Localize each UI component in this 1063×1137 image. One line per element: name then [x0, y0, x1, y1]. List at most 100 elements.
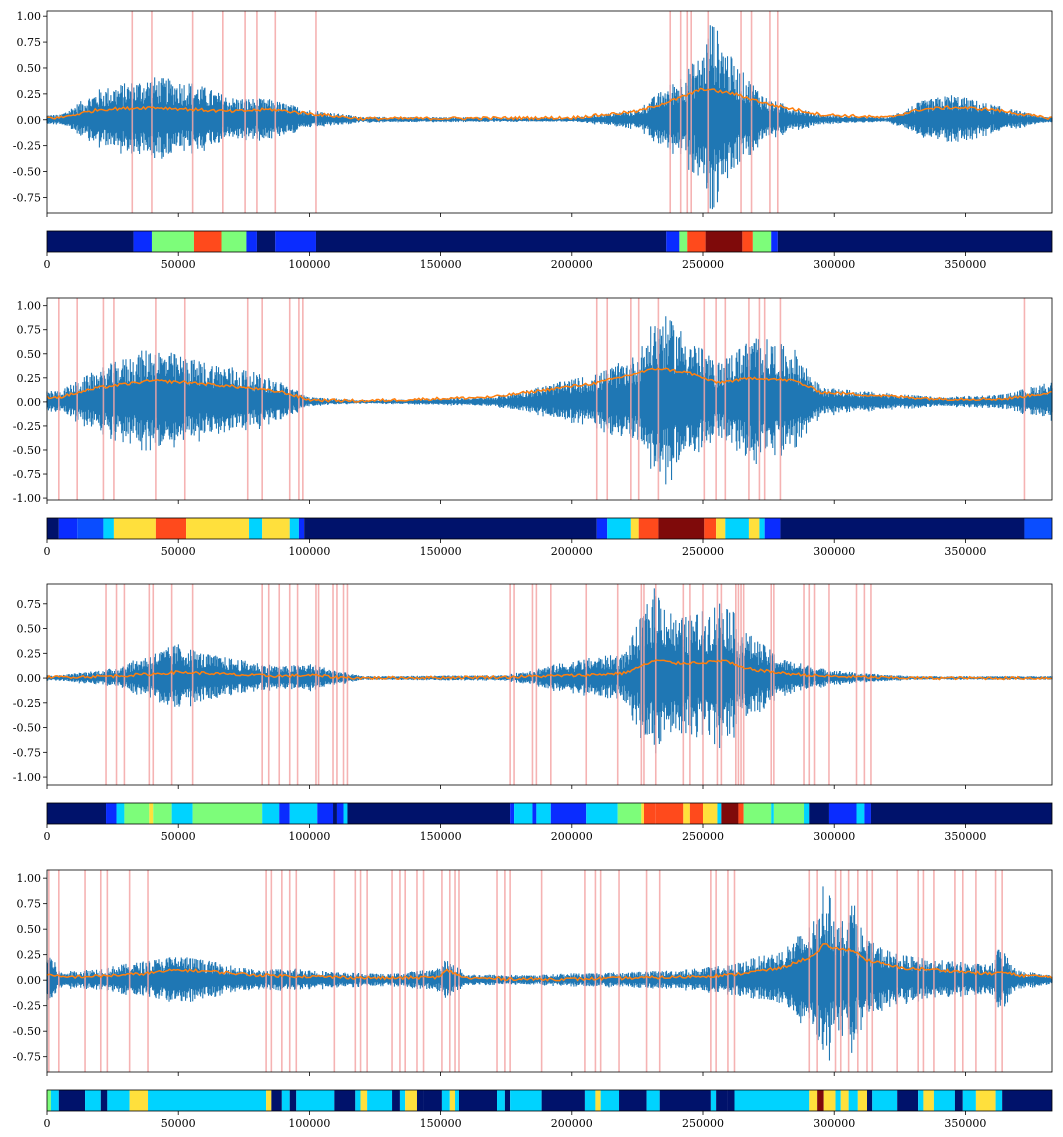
- segment-block: [771, 231, 778, 252]
- segment-bar-frame: [46, 1089, 1053, 1112]
- segment-block: [249, 518, 263, 539]
- segment-block: [840, 1090, 849, 1111]
- y-tick-label: -0.75: [13, 1051, 41, 1064]
- segment-block: [107, 1090, 130, 1111]
- segment-block: [872, 1090, 898, 1111]
- plot-frame: [46, 297, 1053, 501]
- segment-block: [687, 231, 706, 252]
- segment-block: [279, 803, 290, 824]
- segment-block: [1002, 1090, 1052, 1111]
- x-tick-label: 200000: [551, 545, 593, 558]
- segment-block: [536, 803, 551, 824]
- segment-block: [510, 1090, 542, 1111]
- segment-block: [367, 1090, 393, 1111]
- x-tick-label: 0: [44, 545, 51, 558]
- segment-block: [856, 803, 865, 824]
- envelope-series: [46, 87, 1053, 122]
- segment-block: [298, 518, 305, 539]
- segment-block: [643, 803, 656, 824]
- segment-block: [405, 1090, 417, 1111]
- segment-block: [704, 518, 717, 539]
- segment-block: [271, 1090, 282, 1111]
- y-tick-label: 0.25: [17, 647, 42, 660]
- segment-block: [725, 518, 749, 539]
- segment-block: [716, 1090, 728, 1111]
- segment-block: [550, 803, 587, 824]
- segment-block: [689, 803, 704, 824]
- segment-block: [1024, 518, 1052, 539]
- y-tick-label: -0.75: [13, 746, 41, 759]
- x-tick-label: 50000: [161, 1117, 196, 1130]
- chart-panel-2: 1.00 0.75 0.50 0.25 0.00 -0.25 -0.50 -0.75 -1.00…: [13, 297, 1053, 558]
- segment-block: [281, 1090, 290, 1111]
- x-tick-label: 150000: [420, 1117, 462, 1130]
- x-tick-label: 200000: [551, 1117, 593, 1130]
- segment-block: [804, 803, 810, 824]
- segment-block: [705, 231, 743, 252]
- x-tick-label: 250000: [682, 258, 724, 271]
- segment-block: [47, 1090, 51, 1111]
- segment-block: [47, 518, 59, 539]
- segment-block: [103, 518, 114, 539]
- segment-block: [192, 803, 263, 824]
- y-tick-label: -0.50: [13, 1025, 41, 1038]
- y-tick-label: 0.50: [17, 348, 42, 361]
- segment-block: [759, 518, 765, 539]
- segment-block: [262, 803, 280, 824]
- segment-block: [857, 1090, 868, 1111]
- x-tick-label: 50000: [161, 545, 196, 558]
- segment-block: [764, 518, 781, 539]
- segment-block: [809, 1090, 818, 1111]
- segment-block: [304, 518, 597, 539]
- x-tick-label: 100000: [288, 545, 330, 558]
- segment-block: [703, 803, 718, 824]
- x-tick-label: 150000: [420, 545, 462, 558]
- segment-block: [256, 231, 276, 252]
- chart-panel-4: 1.00 0.75 0.50 0.25 0.00 -0.25 -0.50 -0.75 0 5000…: [13, 869, 1053, 1130]
- y-tick-label: 1.00: [17, 10, 42, 23]
- envelope-series: [46, 659, 1053, 681]
- waveform-series: [46, 588, 1053, 754]
- segment-block: [721, 803, 739, 824]
- segment-block: [155, 518, 187, 539]
- segment-block: [275, 231, 316, 252]
- segment-block: [658, 518, 705, 539]
- y-tick-label: -0.25: [13, 140, 41, 153]
- segment-bar-frame: [46, 517, 1053, 540]
- segment-block: [683, 803, 690, 824]
- y-tick-label: 0.00: [17, 396, 42, 409]
- segment-block: [679, 231, 688, 252]
- y-tick-label: -0.25: [13, 1000, 41, 1013]
- segment-block: [541, 1090, 585, 1111]
- x-tick-label: 300000: [813, 545, 855, 558]
- segment-block: [347, 803, 511, 824]
- segment-block: [600, 1090, 620, 1111]
- x-tick-label: 0: [44, 258, 51, 271]
- y-tick-label: 0.50: [17, 623, 42, 636]
- segment-block: [923, 1090, 934, 1111]
- segment-block: [58, 1090, 86, 1111]
- segment-block: [262, 518, 290, 539]
- x-tick-label: 200000: [551, 830, 593, 843]
- segment-block: [870, 803, 1052, 824]
- y-tick-label: -0.50: [13, 722, 41, 735]
- segment-bar-frame: [46, 802, 1053, 825]
- segment-block: [823, 1090, 836, 1111]
- segment-block: [638, 518, 659, 539]
- segment-block: [85, 1090, 101, 1111]
- segment-block: [336, 803, 344, 824]
- segment-block: [748, 518, 760, 539]
- y-tick-label: -0.25: [13, 697, 41, 710]
- segment-block: [50, 1090, 59, 1111]
- segment-block: [246, 231, 257, 252]
- segment-block: [289, 518, 299, 539]
- segment-block: [497, 1090, 505, 1111]
- segment-block: [441, 1090, 450, 1111]
- segment-block: [129, 1090, 149, 1111]
- plot-frame: [46, 869, 1053, 1073]
- segment-block: [77, 518, 104, 539]
- x-tick-label: 300000: [813, 1117, 855, 1130]
- segment-block: [586, 803, 618, 824]
- x-tick-label: 150000: [420, 258, 462, 271]
- segment-block: [666, 231, 680, 252]
